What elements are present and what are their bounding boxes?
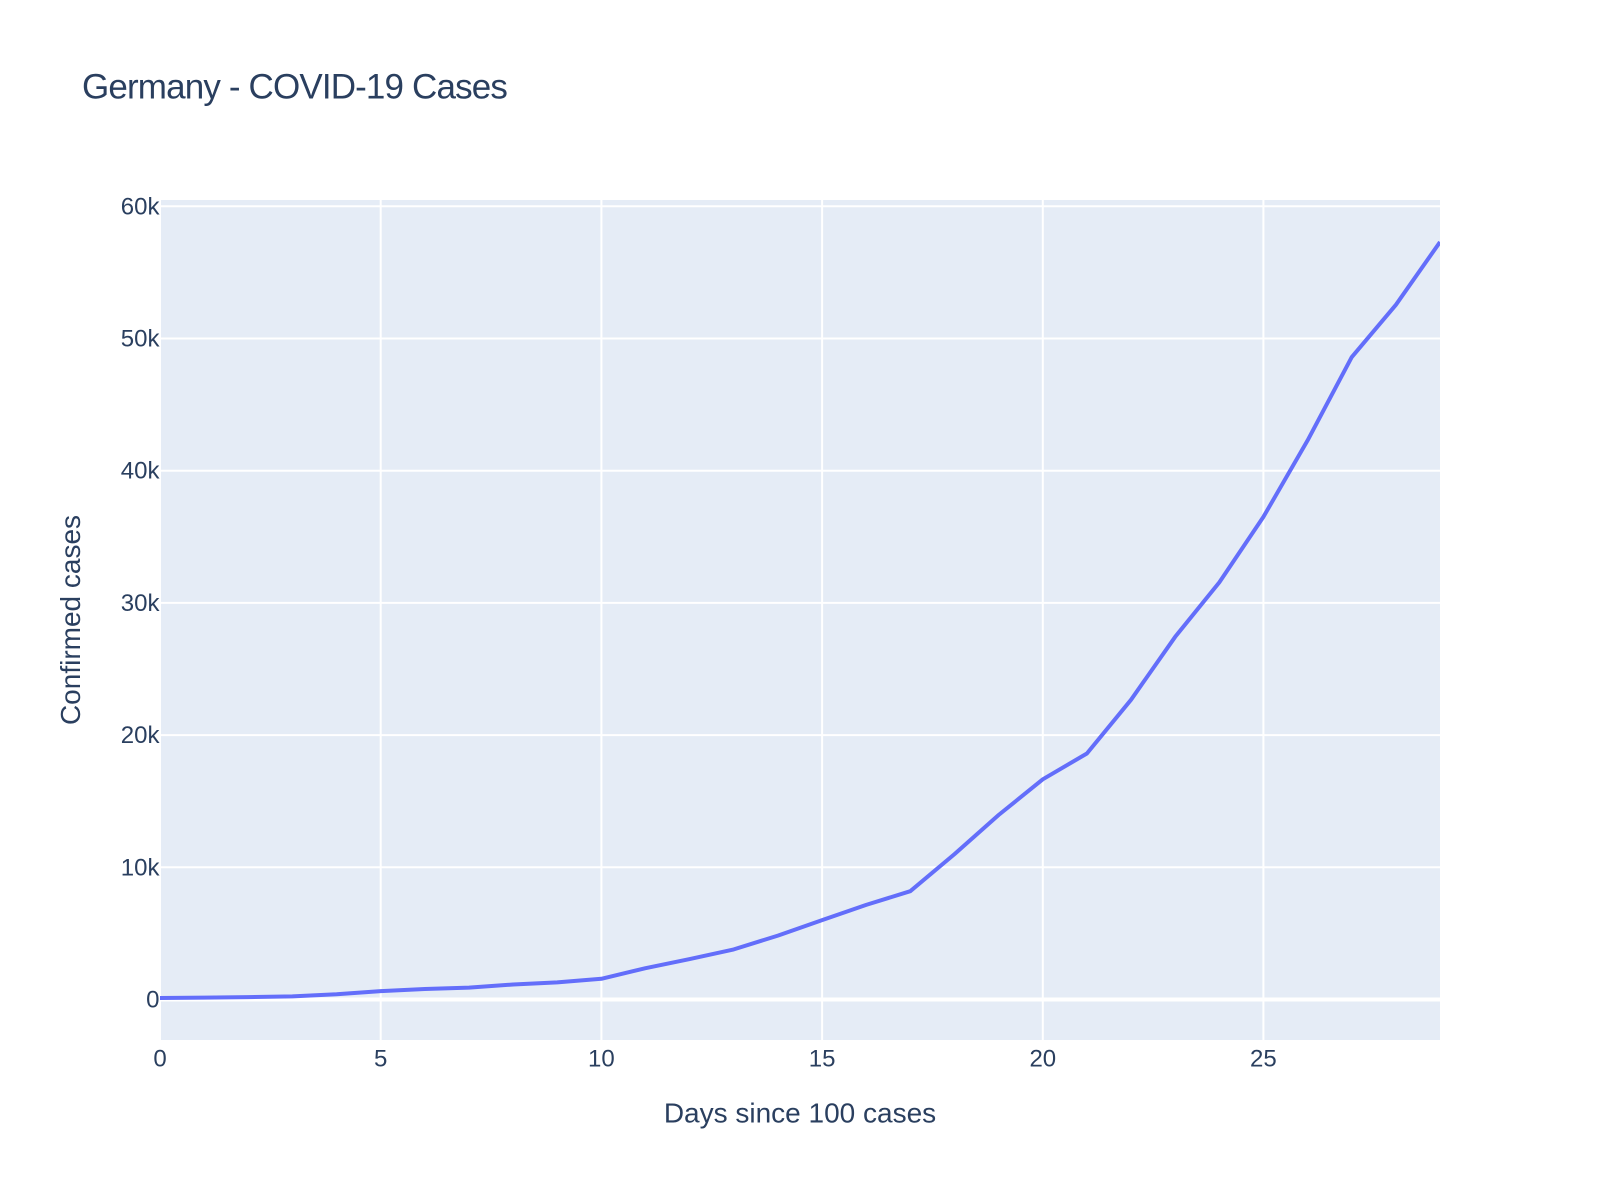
svg-text:60k: 60k	[121, 193, 161, 220]
svg-text:5: 5	[374, 1046, 387, 1073]
svg-text:10: 10	[588, 1046, 615, 1073]
svg-text:Days since 100 cases: Days since 100 cases	[664, 1098, 936, 1129]
svg-text:20: 20	[1029, 1046, 1056, 1073]
svg-text:15: 15	[809, 1046, 836, 1073]
svg-text:30k: 30k	[121, 590, 161, 617]
svg-text:Germany - COVID-19 Cases: Germany - COVID-19 Cases	[82, 68, 507, 107]
svg-text:10k: 10k	[121, 854, 161, 881]
svg-text:0: 0	[146, 987, 159, 1014]
svg-text:25: 25	[1250, 1046, 1277, 1073]
svg-text:40k: 40k	[121, 458, 161, 485]
svg-text:0: 0	[153, 1046, 166, 1073]
svg-text:Confirmed cases: Confirmed cases	[55, 515, 86, 725]
svg-text:20k: 20k	[121, 722, 161, 749]
svg-text:50k: 50k	[121, 326, 161, 353]
